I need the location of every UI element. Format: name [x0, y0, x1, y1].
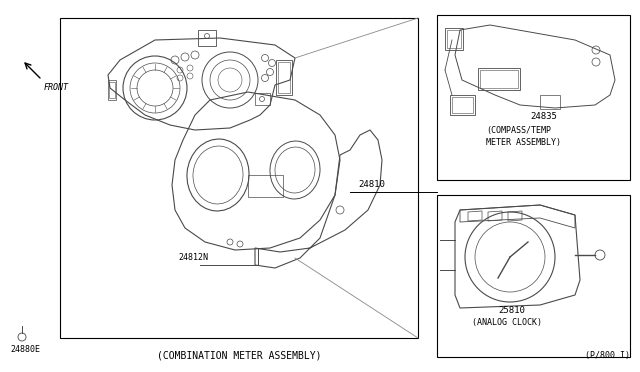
- Bar: [540, 95, 560, 109]
- Text: (ANALOG CLOCK): (ANALOG CLOCK): [472, 318, 542, 327]
- Bar: [60, 18, 418, 338]
- Bar: [278, 62, 290, 93]
- Text: METER ASSEMBLY): METER ASSEMBLY): [486, 138, 561, 147]
- Text: 24810: 24810: [358, 180, 385, 189]
- Text: (P/800 I): (P/800 I): [585, 351, 630, 360]
- Bar: [437, 15, 630, 180]
- Bar: [198, 30, 216, 46]
- Bar: [437, 195, 630, 357]
- Bar: [452, 97, 473, 113]
- Bar: [478, 68, 520, 90]
- Bar: [450, 95, 475, 115]
- Text: FRONT: FRONT: [44, 83, 69, 92]
- Bar: [480, 70, 518, 88]
- Text: 24880E: 24880E: [10, 345, 40, 354]
- Bar: [276, 60, 292, 95]
- Bar: [447, 30, 461, 48]
- Text: 24835: 24835: [530, 112, 557, 121]
- Bar: [108, 80, 116, 100]
- Bar: [445, 28, 463, 50]
- Text: 25810: 25810: [498, 306, 525, 315]
- Bar: [109, 82, 115, 98]
- Bar: [248, 175, 283, 197]
- Text: (COMBINATION METER ASSEMBLY): (COMBINATION METER ASSEMBLY): [157, 350, 321, 360]
- Text: (COMPASS/TEMP: (COMPASS/TEMP: [486, 126, 551, 135]
- Text: 24812N: 24812N: [178, 253, 208, 262]
- Bar: [255, 93, 270, 105]
